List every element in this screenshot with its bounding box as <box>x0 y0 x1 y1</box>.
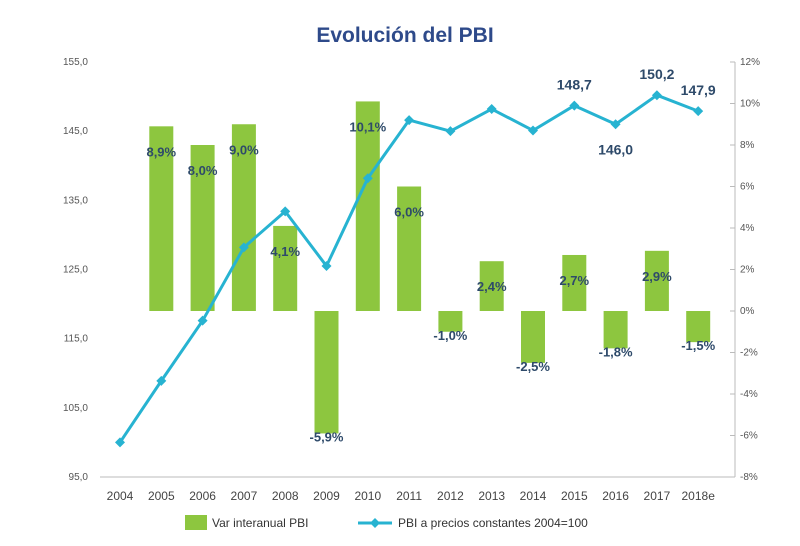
y-right-tick-label: 10% <box>740 99 760 110</box>
line-point <box>693 106 704 117</box>
y-left-tick-label: 95,0 <box>69 472 89 483</box>
bar <box>397 186 422 311</box>
bar-data-label: -2,5% <box>516 359 550 374</box>
x-tick-label: 2004 <box>107 489 134 503</box>
y-left-tick-label: 125,0 <box>63 265 88 276</box>
line-point <box>651 90 662 101</box>
bar-data-label: 2,9% <box>642 269 672 284</box>
bar <box>438 311 463 332</box>
y-right-tick-label: -6% <box>740 431 758 442</box>
bar <box>479 261 504 311</box>
line-point <box>238 242 249 253</box>
bar-data-label: 10,1% <box>349 119 386 134</box>
line-point <box>197 315 208 326</box>
bar <box>686 311 711 343</box>
x-tick-label: 2005 <box>148 489 175 503</box>
line-point <box>528 125 538 136</box>
line-data-label: 150,2 <box>639 66 674 82</box>
line-data-label: 146,0 <box>598 141 633 157</box>
y-right-tick-label: -8% <box>740 472 758 483</box>
bar-data-label: 2,4% <box>477 279 507 294</box>
y-right-tick-label: 12% <box>740 57 760 68</box>
chart-title: Evolución del PBI <box>316 24 493 47</box>
legend: Var interanual PBI PBI a precios constan… <box>185 515 588 530</box>
line-point <box>156 375 167 386</box>
bar <box>603 311 628 349</box>
y-right-tick-label: -4% <box>740 389 758 400</box>
line-point <box>610 119 621 130</box>
legend-bar-swatch <box>185 515 207 530</box>
bar-data-label: 4,1% <box>270 244 300 259</box>
x-axis: 2004 2005 2006 2007 2008 2009 2010 2011 2012 2013… <box>107 489 716 503</box>
line-point <box>445 126 456 137</box>
bar-data-label: 8,9% <box>146 144 176 159</box>
x-tick-label: 2011 <box>396 489 422 503</box>
line-data-label: 148,7 <box>557 77 592 93</box>
line-point <box>486 104 497 115</box>
x-tick-label: 2013 <box>478 489 505 503</box>
legend-item-bar: Var interanual PBI <box>212 516 309 530</box>
y-left-tick-label: 155,0 <box>63 57 88 68</box>
bar-data-label: -5,9% <box>310 429 344 444</box>
y-axis-left: 95,0 105,0 115,0 125,0 135,0 145,0 155,0 <box>63 57 88 483</box>
x-tick-label: 2006 <box>189 489 216 503</box>
y-right-tick-label: 8% <box>740 140 755 151</box>
line-point <box>115 437 125 448</box>
bar-data-label: 6,0% <box>394 205 424 220</box>
y-left-tick-label: 145,0 <box>63 126 88 137</box>
bar <box>644 250 669 311</box>
line-point <box>404 115 415 126</box>
bar-data-label: 8,0% <box>188 163 218 178</box>
bar-series <box>149 101 711 434</box>
y-left-tick-label: 105,0 <box>63 403 88 414</box>
legend-item-line: PBI a precios constantes 2004=100 <box>398 516 588 530</box>
bar <box>273 225 298 311</box>
x-tick-label: 2010 <box>354 489 381 503</box>
x-tick-label: 2018e <box>682 489 716 503</box>
x-tick-label: 2007 <box>231 489 258 503</box>
bar <box>231 124 256 311</box>
x-tick-label: 2015 <box>561 489 588 503</box>
bar <box>521 311 545 363</box>
x-tick-label: 2016 <box>602 489 629 503</box>
y-left-tick-label: 135,0 <box>63 195 88 206</box>
y-right-tick-label: -2% <box>740 348 758 359</box>
x-tick-label: 2017 <box>644 489 671 503</box>
bar-data-label: 9,0% <box>229 142 259 157</box>
x-tick-label: 2012 <box>437 489 464 503</box>
legend-line-marker <box>370 518 380 528</box>
bar-data-label: -1,8% <box>599 344 633 359</box>
bar <box>149 126 174 311</box>
bar-data-label: -1,5% <box>681 338 715 353</box>
bar <box>562 254 587 311</box>
y-right-tick-label: 0% <box>740 306 755 317</box>
y-right-tick-label: 6% <box>740 182 755 193</box>
x-tick-label: 2009 <box>313 489 340 503</box>
x-tick-label: 2008 <box>272 489 299 503</box>
y-right-tick-label: 2% <box>740 265 755 276</box>
line-point <box>362 173 373 184</box>
bar-labels: 8,9% 8,0% 9,0% 4,1% -5,9% 10,1% 6,0% -1,0% 2,4% -… <box>146 119 715 444</box>
line-labels: 148,7 146,0 150,2 147,9 <box>557 66 716 157</box>
bar <box>355 101 380 311</box>
bar <box>314 311 339 434</box>
line-series <box>115 90 704 448</box>
x-tick-label: 2014 <box>520 489 547 503</box>
line-point <box>569 100 580 111</box>
y-axis-right: -8% -6% -4% -2% 0% 2% 4% 6% 8% 10% 12% <box>730 57 760 483</box>
y-right-tick-label: 4% <box>740 223 755 234</box>
bar <box>190 145 215 311</box>
line-point <box>280 206 291 217</box>
line-data-label: 147,9 <box>681 82 716 98</box>
bar-data-label: 2,7% <box>559 273 589 288</box>
line-point <box>321 261 332 272</box>
bar-data-label: -1,0% <box>433 328 467 343</box>
y-left-tick-label: 115,0 <box>64 334 89 345</box>
